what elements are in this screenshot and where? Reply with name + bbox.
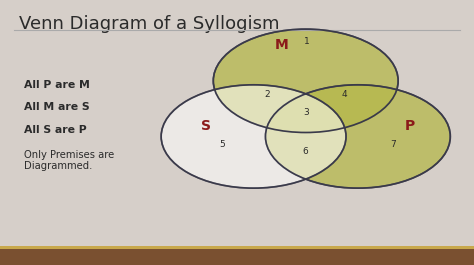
Text: 3: 3	[303, 108, 309, 117]
Bar	[0, 246, 474, 249]
Bar	[0, 249, 474, 265]
Text: All M are S: All M are S	[24, 102, 89, 112]
Circle shape	[213, 29, 398, 132]
Text: M: M	[275, 38, 289, 52]
Text: All P are M: All P are M	[24, 80, 90, 90]
Text: Only Premises are
Diagrammed.: Only Premises are Diagrammed.	[24, 150, 114, 171]
Circle shape	[161, 85, 346, 188]
Text: 4: 4	[342, 90, 347, 99]
Text: 1: 1	[304, 37, 310, 46]
Text: 5: 5	[219, 140, 225, 149]
Text: P: P	[405, 119, 415, 133]
Text: 6: 6	[303, 147, 309, 156]
Text: All S are P: All S are P	[24, 125, 86, 135]
Circle shape	[265, 85, 450, 188]
Text: Venn Diagram of a Syllogism: Venn Diagram of a Syllogism	[19, 15, 280, 33]
Text: S: S	[201, 119, 211, 133]
Text: 2: 2	[264, 90, 270, 99]
Text: 7: 7	[391, 140, 396, 149]
